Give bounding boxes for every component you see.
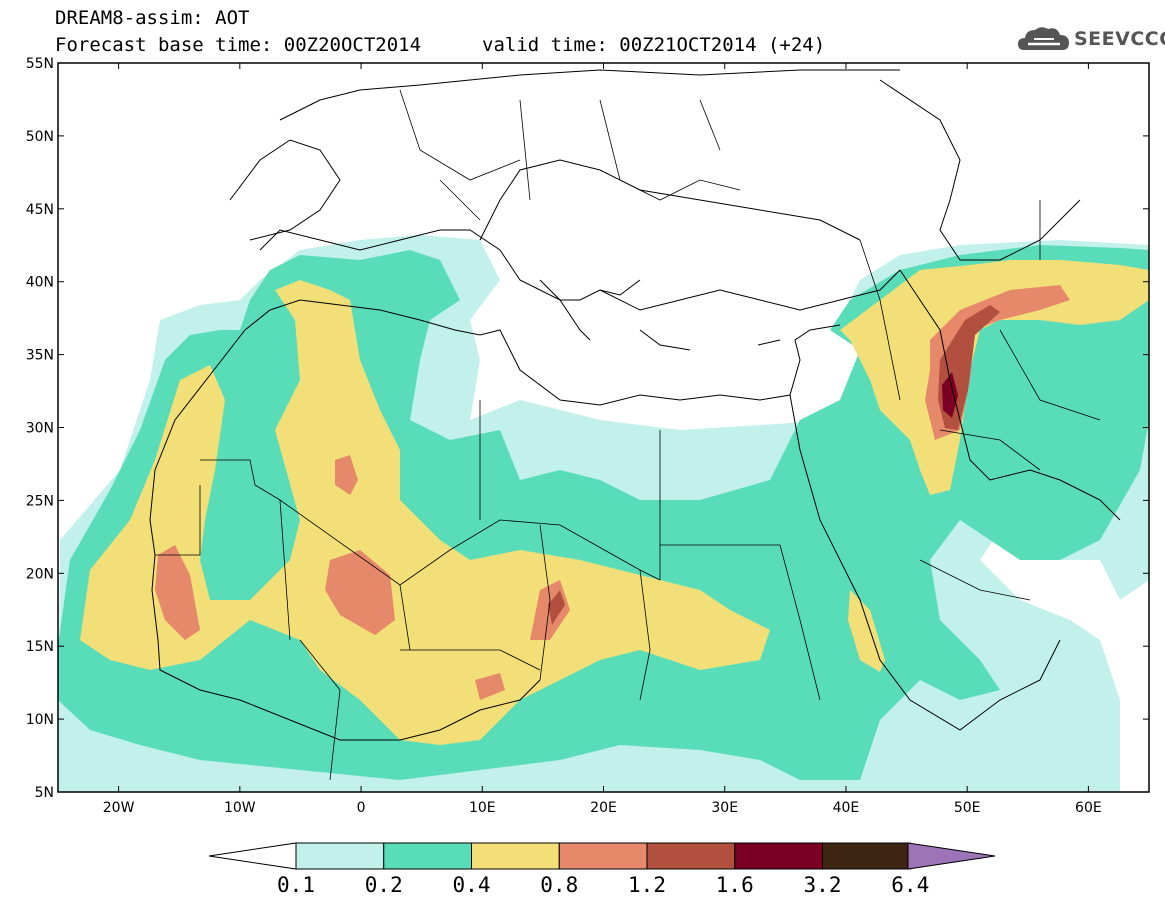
colorbar-swatch [646,842,736,870]
colorbar-swatch [558,842,648,870]
colorbar-swatch [822,842,911,870]
colorbar-level-label: 0.2 [365,873,403,897]
colorbar-level-label: 3.2 [804,873,842,897]
aot-band-1.6-iran [942,372,958,418]
lat-label: 45N [26,202,54,218]
colorbar-swatch [383,842,472,870]
colorbar-over-arrow [907,842,996,870]
aot-band-1.2-chad [548,590,565,625]
lon-label: 30E [711,800,738,816]
map-title: DREAM8-assim: AOT [55,7,250,29]
colorbar-swatch [471,842,560,870]
aot-band-0.8-mali [325,550,395,635]
colorbar-level-label: 0.8 [540,873,578,897]
lat-label: 50N [26,129,54,145]
lat-label: 5N [35,785,54,801]
colorbar-swatch [734,842,823,870]
colorbar-under-arrow [208,842,297,870]
lat-label: 55N [26,56,54,72]
colorbar-swatch [295,842,385,870]
colorbar-level-label: 1.2 [628,873,666,897]
logo-text: SEEVCCC [1074,28,1165,50]
valid-time: valid time: 00Z21OCT2014 (+24) [482,34,826,56]
lat-label: 15N [26,639,54,655]
lat-label: 25N [26,493,54,509]
lat-label: 40N [26,275,54,291]
colorbar-level-label: 0.4 [453,873,491,897]
lat-label: 10N [26,712,54,728]
country-borders [155,89,1101,781]
lon-label: 20W [103,800,135,816]
lon-label: 0 [357,800,366,816]
aot-band-0.8-algeria [335,455,358,495]
lon-label: 10W [224,800,256,816]
aot-band-0.4-west [80,280,770,745]
seevccc-logo: SEEVCCC [1016,22,1165,56]
colorbar-level-label: 1.6 [716,873,754,897]
latitude-axis: 55N 50N 45N 40N 35N 30N 25N 20N 15N 10N 5N [26,56,1149,801]
lon-label: 10E [469,800,496,816]
colorbar [208,842,996,870]
longitude-axis: 20W 10W 0 10E 20E 30E 40E 50E 60E [103,63,1102,816]
colorbar-labels: 0.1 0.2 0.4 0.8 1.2 1.6 3.2 6.4 [277,873,929,897]
lon-label: 20E [590,800,617,816]
forecast-base-time: Forecast base time: 00Z20OCT2014 [55,34,422,56]
aot-band-0.4-redsea [848,590,885,672]
aot-field [58,63,1149,792]
cloud-icon [1018,27,1069,50]
aot-band-0.8-mauritania [155,545,200,640]
lat-label: 35N [26,348,54,364]
aot-band-0.8-nigeria [475,673,505,700]
coastlines [149,69,1121,741]
lon-label: 50E [954,800,981,816]
lon-label: 60E [1075,800,1102,816]
lat-label: 20N [26,566,54,582]
lon-label: 40E [833,800,860,816]
colorbar-level-label: 6.4 [891,873,929,897]
lat-label: 30N [26,421,54,437]
aot-band-0.4-east [840,260,1149,495]
colorbar-level-label: 0.1 [277,873,315,897]
